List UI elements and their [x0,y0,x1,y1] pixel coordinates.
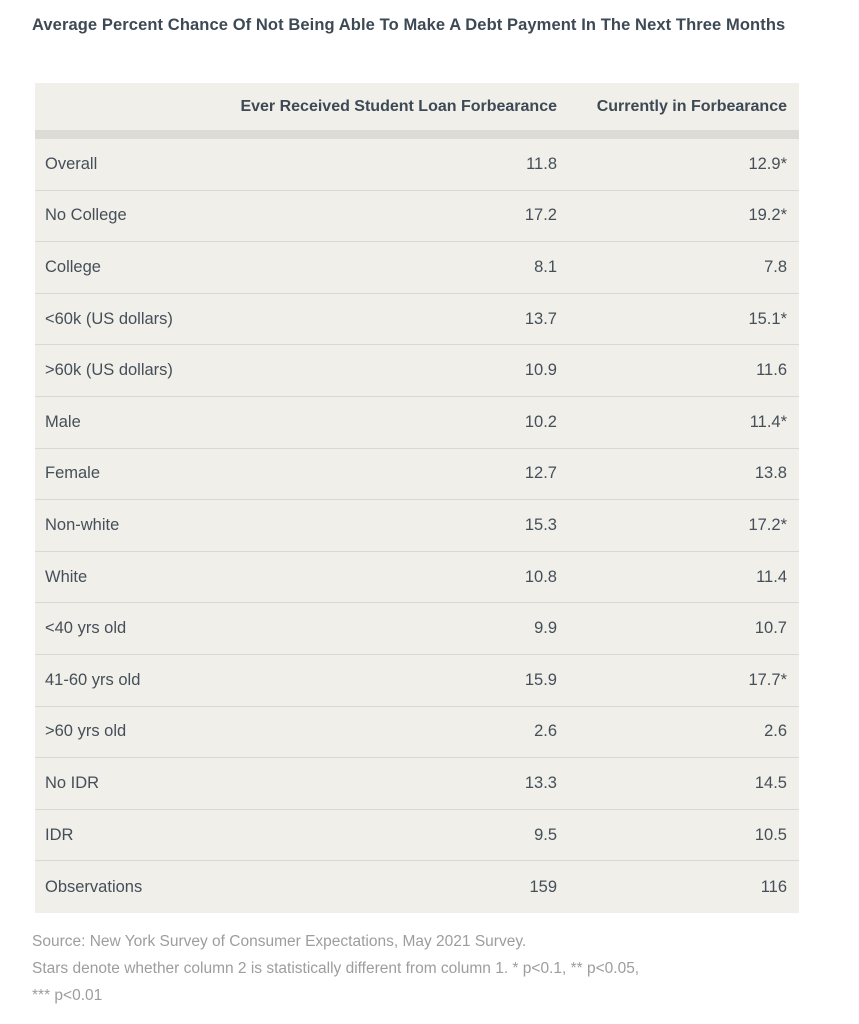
table-row: IDR 9.5 10.5 [35,810,799,862]
row-value-col1: 9.9 [534,619,557,638]
row-label: <60k (US dollars) [45,309,173,328]
row-value-col1: 13.7 [524,309,557,328]
column-header-ever-received: Ever Received Student Loan Forbearance [240,97,557,115]
row-label: No College [45,206,127,225]
row-value-col2: 2.6 [764,722,787,741]
row-label: White [45,567,88,586]
column-header-currently: Currently in Forbearance [596,97,787,115]
row-value-col2: 116 [760,877,787,896]
table-row: No IDR 13.3 14.5 [35,758,799,810]
table-row: Female 12.7 13.8 [35,449,799,501]
table-row: 41-60 yrs old 15.9 17.7* [35,655,799,707]
row-value-col1: 10.8 [524,567,557,586]
row-label: Male [45,412,81,431]
row-value-col1: 12.7 [524,464,557,483]
row-value-col1: 11.8 [526,154,557,173]
row-value-col1: 17.2 [524,206,557,225]
row-value-col2: 10.5 [754,825,787,844]
row-label: >60 yrs old [45,722,127,741]
row-label: Female [45,464,101,483]
row-value-col1: 8.1 [534,257,557,276]
header-divider-band [35,130,799,139]
row-value-col1: 159 [529,877,557,896]
figure-title: Average Percent Chance Of Not Being Able… [32,16,786,34]
source-note: Source: New York Survey of Consumer Expe… [32,928,832,1009]
row-value-col1: 10.9 [524,361,557,380]
row-label: <40 yrs old [45,619,127,638]
row-value-col2: 7.8 [764,257,787,276]
row-value-col1: 15.3 [524,515,557,534]
data-table: Ever Received Student Loan Forbearance C… [35,83,799,913]
table-header-row: Ever Received Student Loan Forbearance C… [35,83,799,130]
row-value-col2: 10.7 [754,619,787,638]
table-row: College 8.1 7.8 [35,242,799,294]
table-row: <40 yrs old 9.9 10.7 [35,603,799,655]
row-value-col1: 13.3 [524,773,557,792]
row-value-col1: 15.9 [524,670,557,689]
row-label: Non-white [45,515,120,534]
table-row: Non-white 15.3 17.2* [35,500,799,552]
table-row: White 10.8 11.4 [35,552,799,604]
table-row: Observations 159 116 [35,861,799,913]
table-row: <60k (US dollars) 13.7 15.1* [35,294,799,346]
row-label: College [45,257,101,276]
row-label: Observations [45,877,143,896]
row-value-col2: 12.9* [748,154,787,173]
row-value-col1: 10.2 [524,412,557,431]
row-label: IDR [45,825,74,844]
row-label: Overall [45,154,98,173]
row-label: No IDR [45,773,100,792]
stars-note-line1: Stars denote whether column 2 is statist… [32,960,640,977]
table-row: Male 10.2 11.4* [35,397,799,449]
source-line: Source: New York Survey of Consumer Expe… [32,933,527,950]
row-value-col2: 11.4 [756,567,787,586]
row-label: >60k (US dollars) [45,361,173,380]
row-value-col2: 11.4* [749,412,787,431]
row-label: 41-60 yrs old [45,670,141,689]
row-value-col1: 9.5 [534,825,557,844]
row-value-col2: 17.2* [748,515,787,534]
row-value-col2: 19.2* [748,206,787,225]
row-value-col2: 15.1* [748,309,787,328]
row-value-col2: 11.6 [756,361,787,380]
table-row: >60 yrs old 2.6 2.6 [35,707,799,759]
table-row: >60k (US dollars) 10.9 11.6 [35,345,799,397]
table-row: No College 17.2 19.2* [35,191,799,243]
stars-note-line2: *** p<0.01 [32,987,103,1004]
row-value-col2: 13.8 [754,464,787,483]
row-value-col2: 14.5 [754,773,787,792]
row-value-col1: 2.6 [534,722,557,741]
row-value-col2: 17.7* [748,670,787,689]
table-row: Overall 11.8 12.9* [35,139,799,191]
